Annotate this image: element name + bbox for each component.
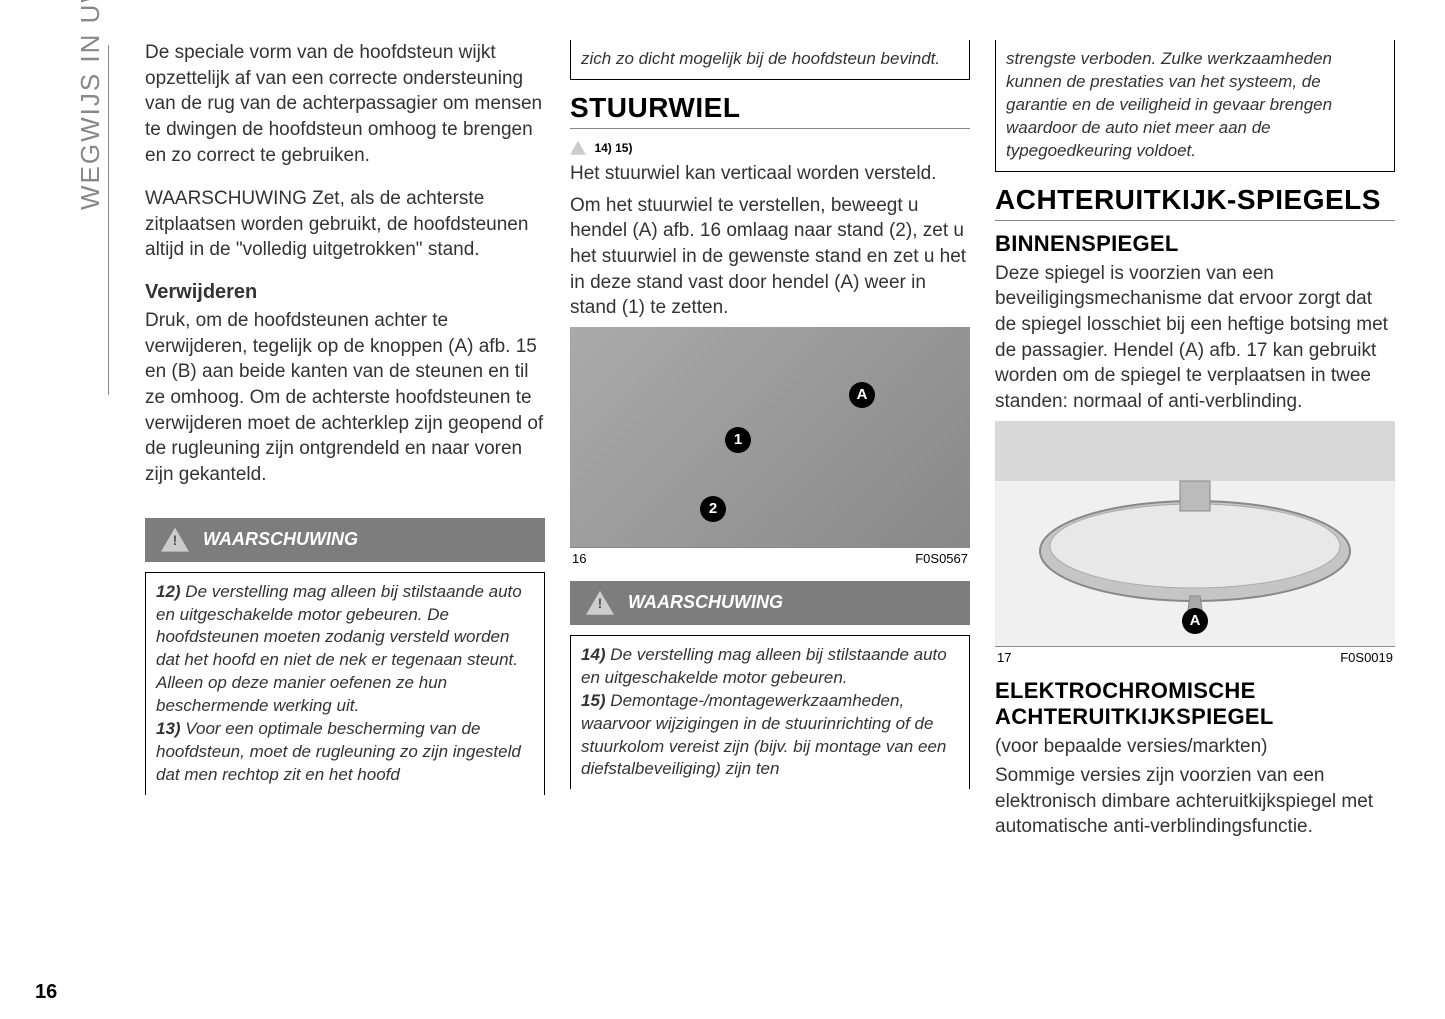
warning-box-continuation: strengste verboden. Zulke werkzaamheden … bbox=[995, 40, 1395, 172]
figure-caption: 16 F0S0567 bbox=[570, 547, 970, 569]
warning-icon bbox=[161, 528, 189, 552]
warning-number: 12) bbox=[156, 582, 181, 601]
callout-2: 2 bbox=[700, 496, 726, 522]
paragraph-note: (voor bepaalde versies/markten) bbox=[995, 734, 1395, 760]
callout-1: 1 bbox=[725, 427, 751, 453]
section-title-stuurwiel: STUURWIEL bbox=[570, 92, 970, 129]
warning-box-continuation: zich zo dicht mogelijk bij de hoofdsteun… bbox=[570, 40, 970, 80]
warning-icon-small bbox=[570, 141, 586, 155]
section-side-label: WEGWIJS IN UW AUTO bbox=[75, 0, 106, 210]
warning-icon bbox=[586, 591, 614, 615]
figure-16: A 1 2 bbox=[570, 327, 970, 547]
warning-box: 14) De verstelling mag alleen bij stilst… bbox=[570, 635, 970, 790]
warning-text: De verstelling mag alleen bij stilstaand… bbox=[156, 582, 522, 716]
figure-code: F0S0567 bbox=[915, 551, 968, 566]
section-title-spiegels: ACHTERUITKIJK-SPIEGELS bbox=[995, 184, 1395, 221]
warning-text: Demontage-/montagewerkzaamheden, waarvoo… bbox=[581, 691, 946, 779]
warning-header: WAARSCHUWING bbox=[570, 581, 970, 625]
column-2: zich zo dicht mogelijk bij de hoofdsteun… bbox=[570, 40, 970, 858]
reference-numbers: 14) 15) bbox=[594, 141, 632, 155]
subheading-verwijderen: Verwijderen bbox=[145, 281, 545, 304]
warning-header: WAARSCHUWING bbox=[145, 518, 545, 562]
column-3: strengste verboden. Zulke werkzaamheden … bbox=[995, 40, 1395, 858]
paragraph: Deze spiegel is voorzien van een beveili… bbox=[995, 261, 1395, 415]
side-divider bbox=[108, 45, 109, 395]
callout-A: A bbox=[1182, 608, 1208, 634]
reference-line: 14) 15) bbox=[570, 139, 970, 157]
content-columns: De speciale vorm van de hoofdsteun wijkt… bbox=[145, 40, 1395, 858]
paragraph: De speciale vorm van de hoofdsteun wijkt… bbox=[145, 40, 545, 168]
figure-code: F0S0019 bbox=[1340, 650, 1393, 665]
page-number: 16 bbox=[35, 981, 57, 1004]
warning-number: 14) bbox=[581, 645, 606, 664]
warning-number: 13) bbox=[156, 719, 181, 738]
callout-A: A bbox=[849, 382, 875, 408]
figure-number: 17 bbox=[997, 650, 1011, 665]
subsection-binnenspiegel: BINNENSPIEGEL bbox=[995, 231, 1395, 257]
warning-label: WAARSCHUWING bbox=[203, 529, 358, 550]
paragraph: Om het stuurwiel te verstellen, beweegt … bbox=[570, 193, 970, 321]
warning-text: De verstelling mag alleen bij stilstaand… bbox=[581, 645, 947, 687]
column-1: De speciale vorm van de hoofdsteun wijkt… bbox=[145, 40, 545, 858]
warning-number: 15) bbox=[581, 691, 606, 710]
figure-number: 16 bbox=[572, 551, 586, 566]
subsection-elektrochromisch: ELEKTROCHROMISCHE ACHTERUITKIJKSPIEGEL bbox=[995, 678, 1395, 730]
paragraph: Sommige versies zijn voorzien van een el… bbox=[995, 763, 1395, 840]
paragraph: WAARSCHUWING Zet, als de achterste zitpl… bbox=[145, 186, 545, 263]
figure-17: A bbox=[995, 421, 1395, 646]
warning-text: Voor een optimale bescherming van de hoo… bbox=[156, 719, 521, 784]
figure-caption: 17 F0S0019 bbox=[995, 646, 1395, 668]
warning-label: WAARSCHUWING bbox=[628, 592, 783, 613]
warning-box: 12) De verstelling mag alleen bij stilst… bbox=[145, 572, 545, 795]
paragraph: Het stuurwiel kan verticaal worden verst… bbox=[570, 161, 970, 187]
paragraph: Druk, om de hoofdsteunen achter te verwi… bbox=[145, 308, 545, 487]
